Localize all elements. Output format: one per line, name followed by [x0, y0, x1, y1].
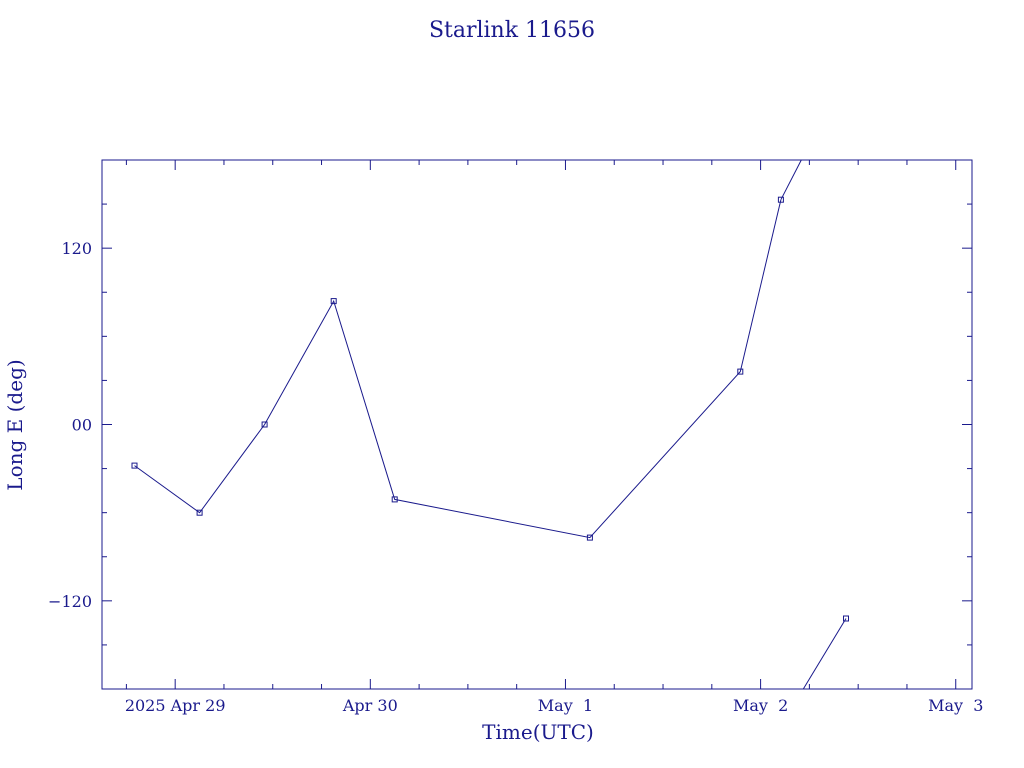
x-tick-label: 2025 Apr 29 — [125, 696, 226, 715]
data-point — [777, 196, 784, 203]
y-axis-label: Long E (deg) — [3, 359, 27, 490]
wrap-segment-2 — [802, 618, 847, 690]
series-layer — [134, 159, 847, 690]
data-point — [261, 421, 268, 428]
y-tick-label: 00 — [72, 416, 92, 435]
data-point — [196, 509, 203, 516]
data-point — [586, 534, 593, 541]
y-tick-label: −120 — [48, 592, 92, 611]
data-point — [131, 462, 138, 469]
x-ticks: 2025 Apr 29 Apr 30 May 1 May 2 May 3 — [125, 160, 983, 715]
x-tick-label: May 2 — [733, 696, 788, 715]
points-layer — [131, 196, 849, 622]
data-point — [391, 496, 398, 503]
series-line-1 — [134, 199, 782, 539]
x-tick-label: May 1 — [538, 696, 593, 715]
chart-title: Starlink 11656 — [429, 18, 595, 43]
wrap-segment-1 — [780, 159, 802, 200]
data-point — [330, 298, 337, 305]
y-tick-label: 120 — [61, 239, 92, 258]
x-tick-label: May 3 — [928, 696, 983, 715]
x-axis-label: Time(UTC) — [482, 720, 594, 744]
x-tick-label: Apr 30 — [342, 696, 398, 715]
y-ticks: 120 00 −120 — [48, 203, 972, 646]
plot-frame — [101, 159, 973, 690]
data-point — [843, 615, 849, 622]
data-point — [737, 368, 744, 375]
